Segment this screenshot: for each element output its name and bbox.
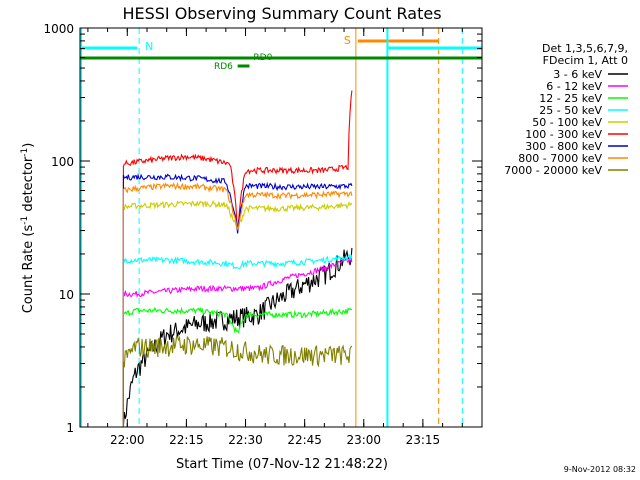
legend-entry-label: 100 - 300 keV (525, 128, 602, 141)
series-line (122, 181, 353, 427)
y-tick-label: 10 (59, 288, 74, 302)
series-line (122, 247, 353, 427)
legend-entry-label: 50 - 100 keV (532, 116, 602, 129)
legend-header-line-2: FDecim 1, Att 0 (543, 54, 628, 67)
series-line (122, 173, 353, 427)
series-line (122, 253, 353, 427)
y-axis-label: Count Rate (s-1 detector-1) (20, 143, 36, 314)
series-line (122, 256, 353, 427)
x-tick-label: 22:15 (169, 433, 204, 447)
y-tick-label: 1 (66, 421, 74, 435)
legend-entry-label: 12 - 25 keV (539, 92, 602, 105)
series-line (122, 335, 353, 427)
legend-entry-label: 800 - 7000 keV (518, 152, 602, 165)
rd0-label: RD0 (253, 53, 272, 63)
series-line (122, 306, 352, 427)
legend-header-line-1: Det 1,3,5,6,7,9, (542, 42, 628, 55)
legend: Det 1,3,5,6,7,9, FDecim 1, Att 0 3 - 6 k… (504, 42, 628, 177)
legend-entry-label: 300 - 800 keV (525, 140, 602, 153)
y-tick-label: 100 (51, 155, 74, 169)
x-tick-label: 23:15 (406, 433, 441, 447)
rd6-label: RD6 (214, 62, 233, 72)
chart-title: HESSI Observing Summary Count Rates (122, 4, 441, 23)
legend-entry-label: 3 - 6 keV (553, 68, 602, 81)
x-axis-label: Start Time (07-Nov-12 21:48:22) (176, 457, 388, 472)
x-tick-label: 23:00 (346, 433, 381, 447)
plot-area: N S RD0 RD6 (80, 28, 482, 427)
x-tick-label: 22:45 (287, 433, 322, 447)
night-marker-label: N (145, 40, 153, 53)
x-tick-label: 22:30 (228, 433, 263, 447)
date-stamp: 9-Nov-2012 08:32 (564, 465, 636, 474)
plot-frame (79, 27, 483, 428)
y-tick-label: 1000 (43, 22, 74, 36)
legend-entry-label: 6 - 12 keV (546, 80, 602, 93)
legend-entry-label: 7000 - 20000 keV (504, 164, 602, 177)
x-tick-label: 22:00 (110, 433, 145, 447)
saa-marker-label: S (344, 34, 351, 47)
legend-entry-label: 25 - 50 keV (539, 104, 602, 117)
series-line (122, 90, 353, 427)
